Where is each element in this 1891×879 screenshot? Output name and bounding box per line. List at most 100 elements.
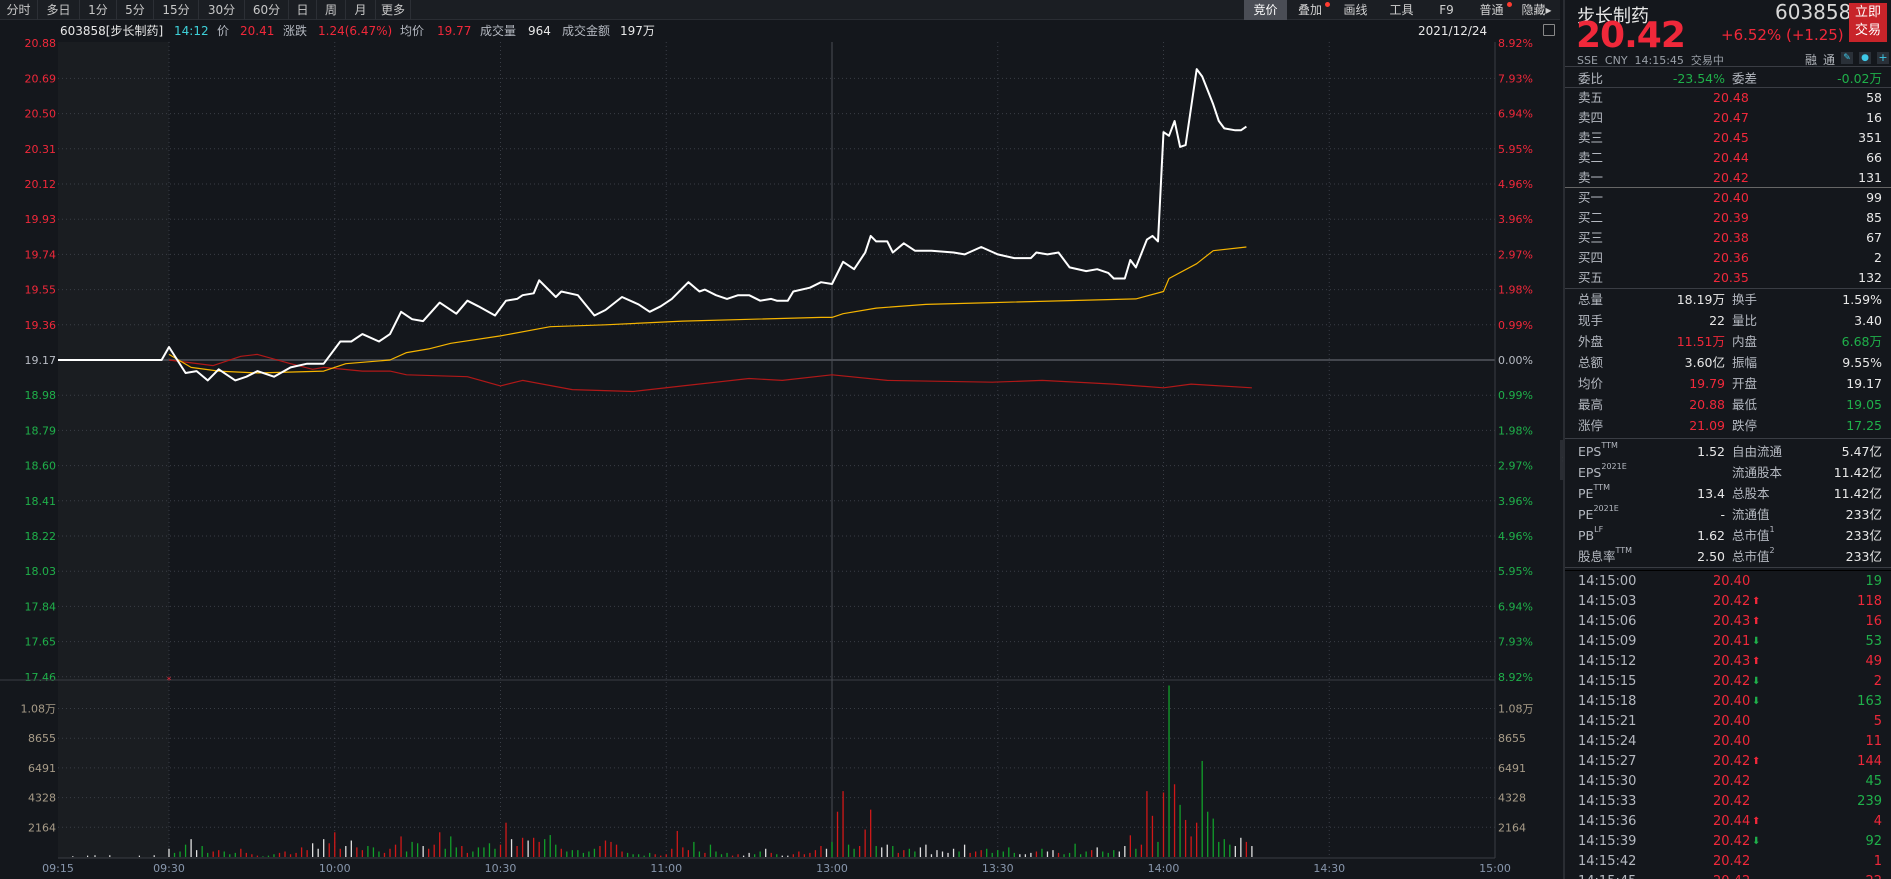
stat-value: 3.60亿 bbox=[1684, 355, 1725, 370]
level-volume: 58 bbox=[1866, 90, 1882, 105]
tick-row: 14:15:18 20.40 ⬇ 163 bbox=[1565, 692, 1891, 712]
level-volume: 351 bbox=[1858, 130, 1882, 145]
orderbook-row[interactable]: 卖一 20.42 131 bbox=[1565, 168, 1891, 188]
tick-price: 20.44 bbox=[1713, 814, 1751, 829]
fund-label2: 自由流通 bbox=[1732, 441, 1782, 462]
tab-period-6[interactable]: 60分 bbox=[245, 0, 289, 20]
fund-label-sup: TTM bbox=[1601, 441, 1618, 450]
stat-label: 均价 bbox=[1578, 376, 1604, 391]
weibi-label: 委比 bbox=[1578, 71, 1604, 86]
tick-volume: 5 bbox=[1873, 714, 1882, 729]
tick-price: 20.42 bbox=[1713, 854, 1751, 869]
x-tick-label: 11:00 bbox=[650, 862, 682, 875]
tick-row: 14:15:03 20.42 ⬆ 118 bbox=[1565, 592, 1891, 612]
tab-tool-2[interactable]: 画线 bbox=[1333, 0, 1378, 20]
trade-now-button[interactable]: 立即交易 bbox=[1849, 3, 1887, 42]
stat-value: 1.59% bbox=[1842, 292, 1882, 307]
level-label: 买三 bbox=[1578, 230, 1604, 245]
fund-label2: 流通值 bbox=[1732, 504, 1770, 525]
bell-icon[interactable]: ● bbox=[1859, 52, 1871, 64]
tab-period-2[interactable]: 1分 bbox=[80, 0, 117, 20]
level-price: 20.47 bbox=[1713, 110, 1749, 125]
price-axis-label: 17.65 bbox=[25, 636, 57, 649]
tab-period-8[interactable]: 周 bbox=[317, 0, 346, 20]
fund-label-text: 股息率 bbox=[1578, 549, 1616, 564]
tab-period-7[interactable]: 日 bbox=[289, 0, 317, 20]
stats-row: 涨停 21.09 跌停 17.25 bbox=[1565, 415, 1891, 436]
fundamentals-row: PBLF 1.62 总市值1 233亿 bbox=[1565, 525, 1891, 546]
tab-tool-5[interactable]: 普通 bbox=[1468, 0, 1515, 20]
tab-tool-1[interactable]: 叠加 bbox=[1287, 0, 1333, 20]
quote-panel: 步长制药 603858 立即交易 20.42 +6.52% (+1.25) SS… bbox=[1563, 0, 1891, 879]
orderbook-row[interactable]: 卖四 20.47 16 bbox=[1565, 108, 1891, 128]
tick-volume: 45 bbox=[1865, 774, 1882, 789]
orderbook-row[interactable]: 买二 20.39 85 bbox=[1565, 208, 1891, 228]
tab-period-10[interactable]: 更多 bbox=[376, 0, 411, 20]
tick-time: 14:15:03 bbox=[1578, 594, 1637, 609]
fund-label-text: 流通股本 bbox=[1732, 465, 1783, 480]
tab-period-4[interactable]: 15分 bbox=[154, 0, 199, 20]
tab-period-3[interactable]: 5分 bbox=[117, 0, 154, 20]
cursor-time: 14:12 bbox=[174, 24, 209, 38]
tab-period-5[interactable]: 30分 bbox=[199, 0, 245, 20]
level-label: 买五 bbox=[1578, 270, 1604, 285]
add-watchlist-icon[interactable]: + bbox=[1877, 51, 1889, 64]
volume-label: 成交量 bbox=[480, 24, 517, 38]
tick-volume: 1 bbox=[1873, 854, 1882, 869]
stat-value: 21.09 bbox=[1689, 418, 1725, 433]
tick-time: 14:15:06 bbox=[1578, 614, 1637, 629]
tick-time: 14:15:24 bbox=[1578, 734, 1637, 749]
tab-period-9[interactable]: 月 bbox=[346, 0, 376, 20]
tick-row: 14:15:21 20.40 5 bbox=[1565, 712, 1891, 732]
fund-label-text: 总市值 bbox=[1732, 549, 1770, 564]
tick-price: 20.42 bbox=[1713, 754, 1751, 769]
edit-icon[interactable]: ✎ bbox=[1841, 52, 1853, 64]
tab-tool-4[interactable]: F9 bbox=[1425, 0, 1468, 20]
price-axis-label: 17.84 bbox=[25, 600, 57, 613]
orderbook-row[interactable]: 买一 20.40 99 bbox=[1565, 188, 1891, 208]
orderbook-row[interactable]: 买五 20.35 132 bbox=[1565, 268, 1891, 288]
fund-label-text: PE bbox=[1578, 486, 1594, 501]
stat-value: 19.17 bbox=[1846, 376, 1882, 391]
price-axis-label: 19.55 bbox=[25, 284, 57, 297]
tab-period-0[interactable]: 分时 bbox=[0, 0, 38, 20]
level-label: 买二 bbox=[1578, 210, 1604, 225]
fund-label-text: PE bbox=[1578, 507, 1594, 522]
volume-axis-label-right: 4328 bbox=[1498, 792, 1526, 805]
tick-row: 14:15:24 20.40 11 bbox=[1565, 732, 1891, 752]
intraday-chart[interactable]: 20.88 8.92% 20.69 7.93% 20.50 6.94% 20.31 5.95%… bbox=[0, 0, 1560, 879]
fund-label-sup: 2 bbox=[1769, 546, 1775, 555]
stat-value: 19.05 bbox=[1846, 397, 1882, 412]
orderbook-row[interactable]: 卖二 20.44 66 bbox=[1565, 148, 1891, 168]
price-axis-label: 20.50 bbox=[25, 108, 57, 121]
tab-tool-3[interactable]: 工具 bbox=[1378, 0, 1425, 20]
stat-label: 内盘 bbox=[1732, 334, 1758, 349]
level-label: 卖一 bbox=[1578, 170, 1604, 185]
orderbook-row[interactable]: 卖三 20.45 351 bbox=[1565, 128, 1891, 148]
stats-row: 总额 3.60亿 振幅 9.55% bbox=[1565, 352, 1891, 373]
stat-label: 跌停 bbox=[1732, 418, 1758, 433]
fund-label2: 总市值2 bbox=[1732, 546, 1775, 567]
fund-value2: 233亿 bbox=[1845, 549, 1882, 564]
volume-axis-label: 4328 bbox=[28, 792, 56, 805]
orderbook-row[interactable]: 买四 20.36 2 bbox=[1565, 248, 1891, 268]
tab-tool-0[interactable]: 竞价 bbox=[1244, 0, 1287, 20]
tick-price: 20.40 bbox=[1713, 694, 1751, 709]
x-tick-label: 14:00 bbox=[1148, 862, 1180, 875]
stat-label: 最高 bbox=[1578, 397, 1604, 412]
level-volume: 99 bbox=[1866, 190, 1882, 205]
stat-label: 最低 bbox=[1732, 397, 1758, 412]
tick-volume: 144 bbox=[1857, 754, 1882, 769]
fund-label-text: 流通值 bbox=[1732, 507, 1770, 522]
orderbook-row[interactable]: 卖五 20.48 58 bbox=[1565, 88, 1891, 108]
volume-axis-label-right: 8655 bbox=[1498, 732, 1526, 745]
expand-icon[interactable] bbox=[1543, 24, 1555, 36]
divider bbox=[1565, 87, 1891, 88]
level-label: 卖五 bbox=[1578, 90, 1604, 105]
pct-axis-label: 0.99% bbox=[1498, 389, 1533, 402]
level-volume: 131 bbox=[1858, 170, 1882, 185]
tab-period-1[interactable]: 多日 bbox=[38, 0, 80, 20]
tab-tool-6[interactable]: 隐藏▸ bbox=[1515, 0, 1558, 20]
tick-row: 14:15:06 20.43 ⬆ 16 bbox=[1565, 612, 1891, 632]
orderbook-row[interactable]: 买三 20.38 67 bbox=[1565, 228, 1891, 248]
